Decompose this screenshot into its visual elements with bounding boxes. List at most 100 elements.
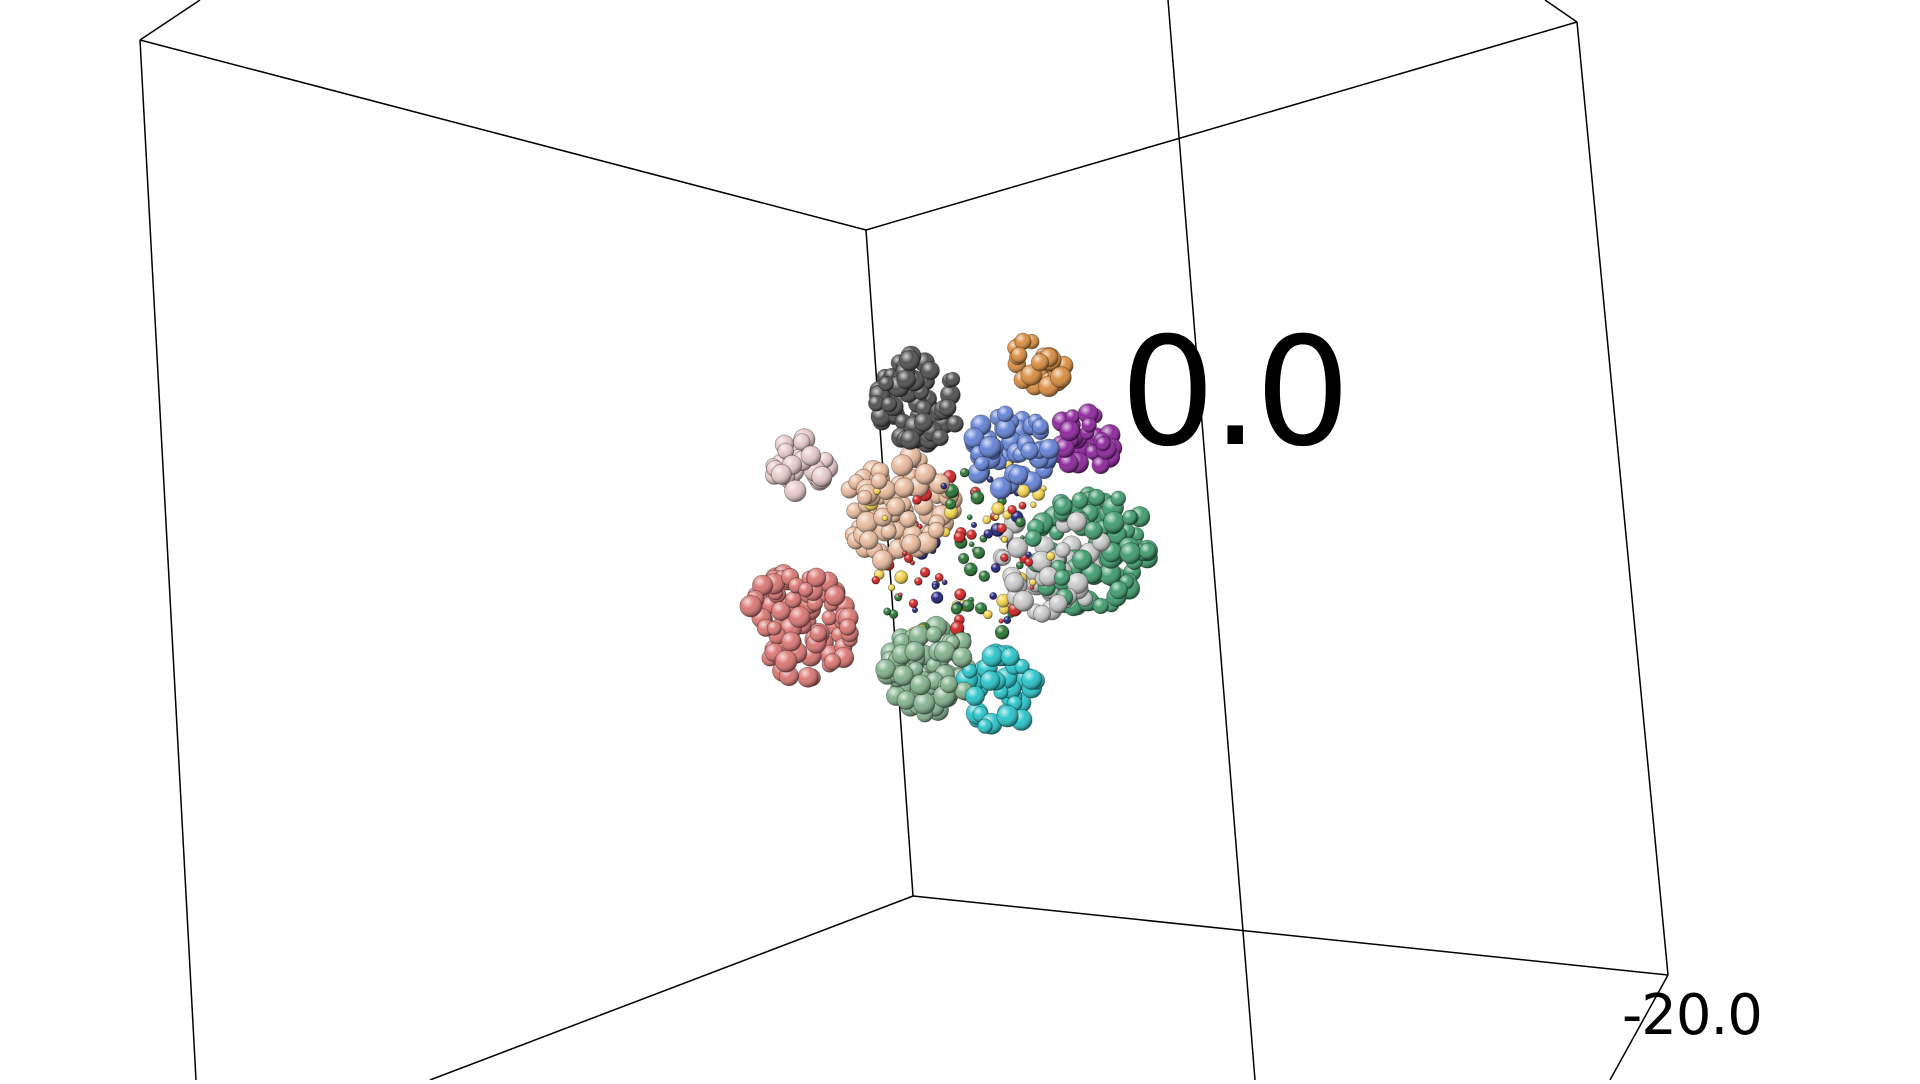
atom-highlight [942, 579, 948, 585]
atom-highlight [1096, 436, 1111, 451]
atom-highlight [1013, 590, 1034, 612]
atom-highlight [1055, 438, 1075, 458]
atom-highlight [910, 674, 931, 695]
atom-highlight [1014, 659, 1030, 674]
atom-highlight [1030, 501, 1037, 508]
box-edge [1609, 974, 1669, 1081]
atom-highlight [1039, 439, 1060, 459]
box-edge [429, 895, 914, 1081]
atom-highlight [951, 603, 962, 615]
atom-highlight [952, 647, 972, 668]
atom-highlight [739, 595, 762, 617]
atom-highlight [1084, 521, 1103, 540]
atom-highlight [963, 427, 985, 448]
atom-highlight [944, 505, 958, 520]
atom-highlight [991, 563, 1001, 573]
atom-highlight [965, 686, 985, 706]
atom-highlight [987, 476, 994, 483]
atom-highlight [821, 610, 837, 626]
atom-highlight [898, 592, 903, 597]
atom-highlight [893, 665, 914, 686]
atom-highlight [945, 498, 956, 510]
atom-highlight [1050, 366, 1072, 388]
atom-highlight [973, 546, 985, 559]
atom-highlight [979, 436, 1001, 458]
atom-highlight [970, 491, 985, 505]
atom-highlight [964, 562, 978, 577]
atom-highlight [932, 584, 938, 590]
atom-highlight [784, 480, 807, 502]
atom-highlight [824, 585, 845, 606]
atom-highlight [982, 515, 992, 524]
atom-highlight [1031, 353, 1049, 371]
atom-highlight [1025, 551, 1032, 558]
atom-highlight [998, 618, 1004, 624]
atom-highlight [1007, 537, 1028, 558]
atom-highlight [900, 429, 921, 450]
atom-highlight [902, 550, 908, 556]
atom-highlight [891, 454, 913, 476]
atom-highlight [1099, 563, 1121, 586]
atom-highlight [752, 575, 773, 596]
atom-highlight [1110, 491, 1126, 506]
atom-highlight [996, 705, 1019, 727]
atom-highlight [966, 529, 977, 540]
atom-highlight [990, 477, 1012, 500]
atom-highlight [872, 550, 893, 571]
atom-highlight [882, 515, 888, 522]
atom-highlight [946, 415, 964, 433]
atom-highlight [997, 405, 1014, 422]
atom-highlight [928, 522, 945, 539]
atom-highlight [811, 466, 833, 487]
atom-highlight [810, 625, 827, 642]
atom-highlight [1092, 598, 1109, 614]
atom-highlight [1053, 497, 1073, 516]
atom-highlight [1025, 530, 1042, 547]
atom-highlight [888, 584, 895, 591]
atom-highlight [995, 625, 1010, 640]
atom-highlight [1085, 444, 1100, 460]
atom-highlight [1011, 347, 1028, 364]
atom-highlight [881, 396, 897, 412]
atom-highlight [777, 443, 794, 460]
atom-highlight [1055, 542, 1071, 558]
atom-highlight [920, 567, 930, 578]
atom-highlight [913, 692, 936, 715]
atom-highlight [886, 497, 906, 517]
atom-highlight [940, 482, 947, 490]
atom-highlight [857, 490, 872, 505]
atom-highlight [894, 477, 914, 498]
atom-highlight [1032, 418, 1049, 435]
atom-highlight [789, 606, 811, 628]
atom-highlight [909, 599, 918, 608]
atom-highlight [954, 588, 966, 601]
atom-highlight [925, 626, 942, 643]
atom-highlight [1081, 417, 1097, 433]
atom-highlight [798, 582, 813, 597]
atom-highlight [958, 553, 969, 564]
atom-highlight [1004, 572, 1025, 593]
atom-highlight [921, 361, 940, 380]
box-edge [912, 895, 1669, 976]
box-edge [1576, 21, 1669, 976]
atom-highlight [915, 532, 938, 554]
atom-highlight [868, 395, 884, 412]
atom-highlight [1071, 492, 1089, 509]
atom-highlight [1091, 456, 1110, 474]
atom-highlight [897, 690, 916, 710]
atom-highlight [914, 577, 923, 586]
atom-highlight [1122, 510, 1137, 525]
atom-highlight [846, 502, 863, 519]
box-edge [139, 39, 867, 231]
atom-highlight [839, 618, 856, 636]
atom-highlight [940, 675, 958, 693]
atom-highlight [1046, 551, 1055, 561]
atom-highlight [801, 445, 821, 466]
atom-highlight [785, 591, 802, 608]
atom-highlight [915, 400, 932, 417]
atom-highlight [950, 621, 965, 636]
atom-highlight [983, 529, 993, 539]
box-edge [865, 21, 1578, 231]
atom-highlight [767, 621, 782, 636]
